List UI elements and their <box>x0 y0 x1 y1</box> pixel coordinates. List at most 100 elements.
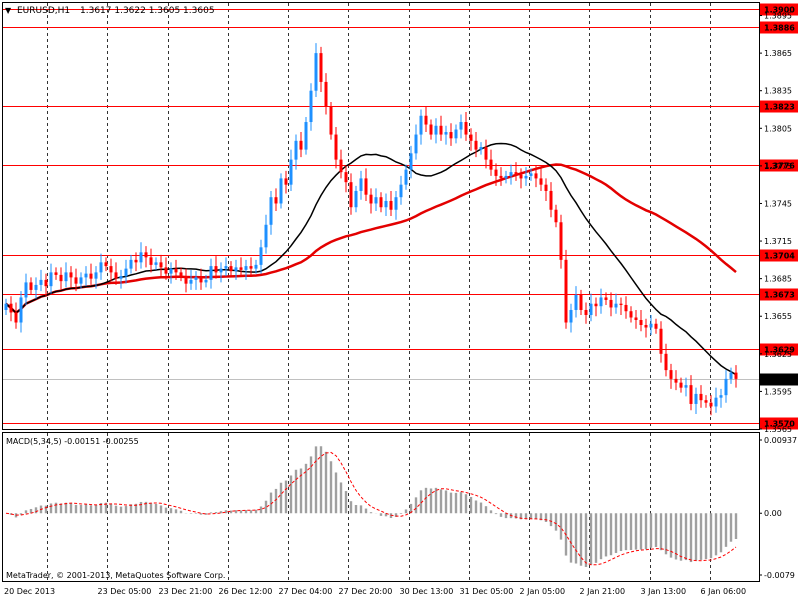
level-tag <box>760 343 798 356</box>
price-tick-label: 1.3835 <box>764 87 792 96</box>
candle-body <box>659 328 663 354</box>
candle-body <box>89 273 93 279</box>
price-tick-label: 1.3895 <box>764 12 792 21</box>
level-tag-label: 1.3673 <box>764 291 795 300</box>
copyright-text: MetaTrader, © 2001-2013, MetaQuotes Soft… <box>6 571 225 580</box>
grid-lines <box>47 3 711 581</box>
candle-body <box>719 395 723 398</box>
candle-body <box>579 294 583 310</box>
candle-body <box>524 175 528 179</box>
candle-body <box>584 309 588 315</box>
candle-body <box>209 266 213 280</box>
candle-body <box>559 222 563 260</box>
candle-body <box>359 178 363 191</box>
time-axis: 20 Dec 2013 23 Dec 05:00 23 Dec 21:00 26 De… <box>4 587 746 596</box>
candle-body <box>569 309 573 323</box>
time-tick-label: 23 Dec 21:00 <box>159 587 213 596</box>
candle-body <box>119 276 123 279</box>
ma-slow-line <box>5 163 737 315</box>
candle-body <box>44 279 48 287</box>
candle-body <box>544 184 548 191</box>
candle-body <box>269 197 273 225</box>
candle-body <box>684 385 688 388</box>
candle-body <box>384 200 388 208</box>
current-price-label: 1.3605 <box>764 376 795 385</box>
current-price-tag <box>760 373 798 386</box>
time-tick-label: 27 Dec 04:00 <box>279 587 333 596</box>
candle-body <box>149 257 153 265</box>
candle-body <box>364 178 368 195</box>
candle-body <box>729 372 733 379</box>
moving-averages <box>5 142 737 376</box>
level-tag <box>760 288 798 301</box>
indicator-panel-frame <box>2 432 760 582</box>
candle-body <box>339 159 343 173</box>
candle-body <box>354 190 358 208</box>
candle-body <box>324 81 328 107</box>
candle-body <box>204 279 208 283</box>
candle-body <box>334 134 338 160</box>
candle-body <box>369 194 373 204</box>
price-axis: 1.3895 1.3865 1.3835 1.3805 1.3775 1.3745 1.37… <box>759 12 792 434</box>
candle-body <box>649 323 653 328</box>
candle-body <box>459 122 463 130</box>
candle-body <box>594 303 598 307</box>
candle-body <box>79 277 83 284</box>
candle-body <box>644 325 648 328</box>
candle-body <box>74 277 78 284</box>
candle-body <box>664 353 668 371</box>
candle-body <box>624 304 628 312</box>
candle-body <box>24 282 28 298</box>
candle-body <box>104 262 108 267</box>
candle-body <box>249 266 253 269</box>
candle-body <box>84 273 88 278</box>
candle-body <box>299 140 303 150</box>
candle-body <box>549 190 553 210</box>
candle-body <box>619 303 623 305</box>
candle-body <box>424 115 428 125</box>
candle-body <box>39 279 43 285</box>
candle-body <box>389 200 393 210</box>
candle-body <box>679 382 683 388</box>
candle-body <box>189 279 193 284</box>
candle-body <box>124 268 128 277</box>
candle-body <box>164 267 168 274</box>
candle-body <box>19 297 23 323</box>
level-tag-label: 1.3823 <box>764 103 795 112</box>
candle-body <box>454 129 458 139</box>
candle-body <box>344 172 348 183</box>
time-tick-label: 26 Dec 12:00 <box>219 587 273 596</box>
ma-fast-line <box>5 142 737 376</box>
dropdown-icon[interactable]: ▼ <box>5 6 12 15</box>
candle-body <box>444 132 448 135</box>
candle-body <box>54 272 58 275</box>
candle-body <box>309 90 313 123</box>
candle-body <box>674 378 678 383</box>
level-tag <box>760 100 798 113</box>
level-lines: 1.3900 1.3886 1.3823 1.3776 1.3704 1.3673 1.36… <box>3 3 798 430</box>
price-tick-label: 1.3565 <box>764 425 792 434</box>
candle-body <box>434 125 438 135</box>
candle-body <box>154 262 158 265</box>
candle-body <box>419 115 423 135</box>
candle-body <box>669 370 673 379</box>
macd-title: MACD(5,34,5) -0.00151 -0.00255 <box>6 437 139 446</box>
candle-body <box>489 159 493 170</box>
candle-body <box>604 297 608 300</box>
candle-body <box>694 393 698 404</box>
candle-body <box>9 303 13 313</box>
level-tag <box>760 21 798 34</box>
candle-body <box>504 175 508 179</box>
candle-body <box>449 132 453 139</box>
macd-histogram: 0.00937 0.00 -0.0079 <box>5 436 797 580</box>
time-tick-label: 27 Dec 20:00 <box>339 587 393 596</box>
candle-body <box>439 125 443 135</box>
candle-body <box>724 378 728 396</box>
price-tick-label: 1.3775 <box>764 162 792 171</box>
candle-body <box>654 323 658 329</box>
candle-body <box>414 134 418 154</box>
candle-body <box>609 299 613 308</box>
candle-body <box>134 259 138 263</box>
macd-signal-line <box>5 451 737 566</box>
candlesticks <box>4 43 738 416</box>
